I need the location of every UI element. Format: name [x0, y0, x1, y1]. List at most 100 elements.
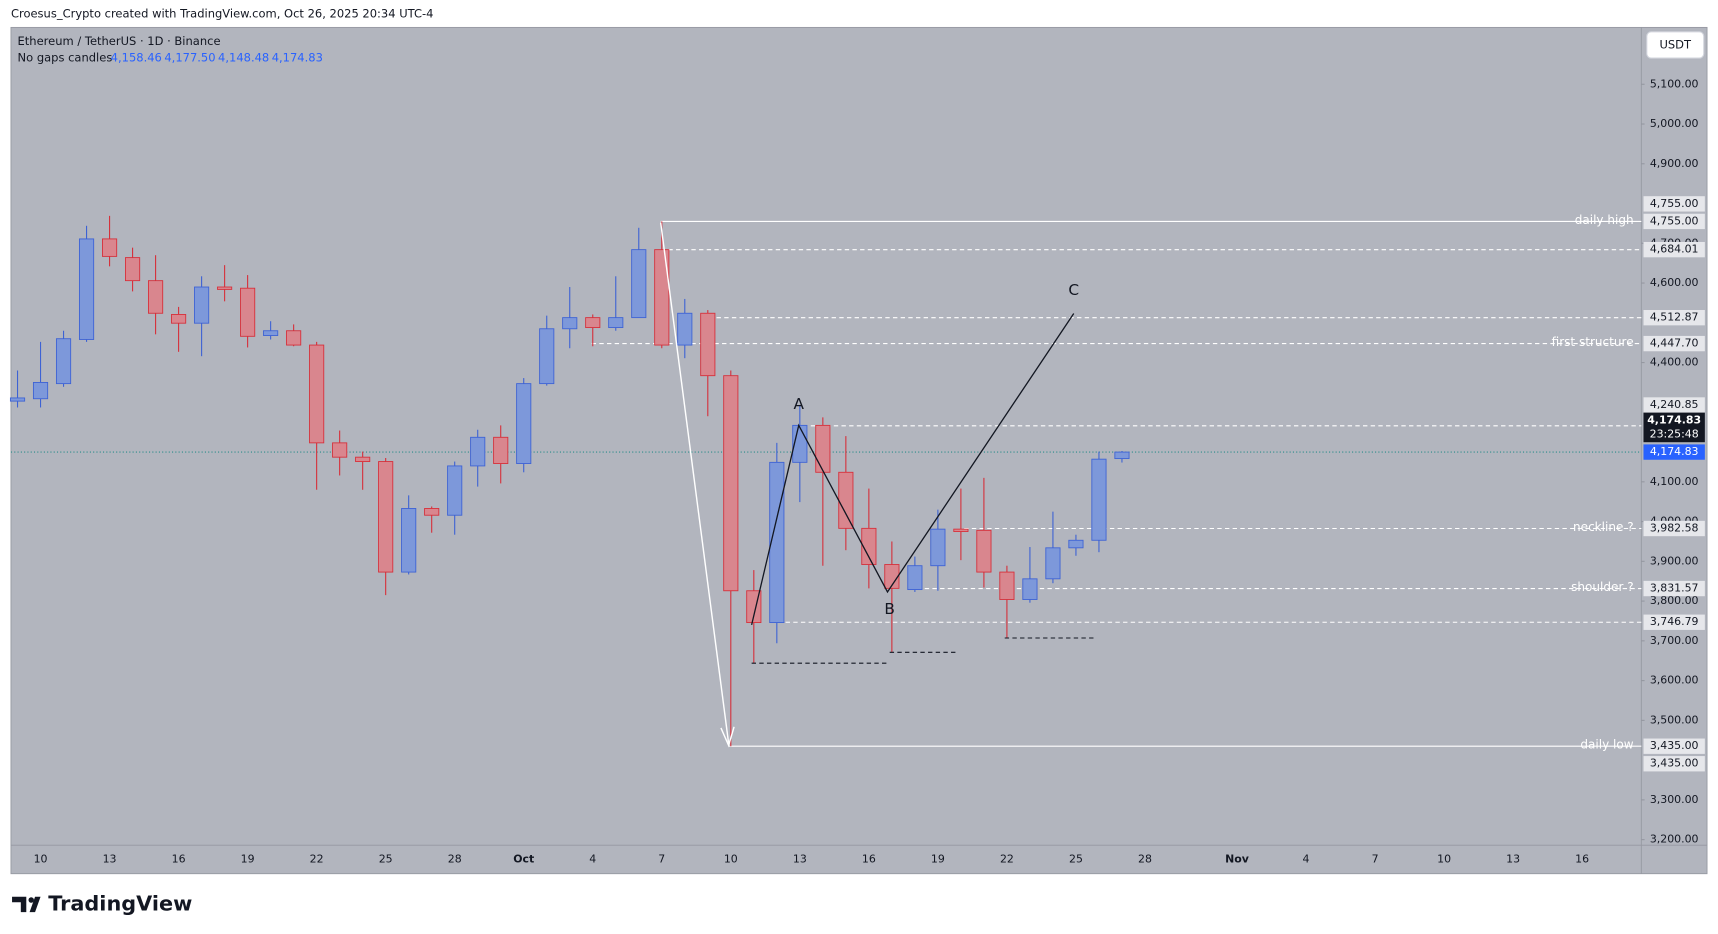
level-price-label: 4,447.70 — [1650, 337, 1699, 350]
candles-mode: No gaps candles — [18, 51, 113, 65]
ohlc-high: 4,177.50 — [164, 51, 215, 65]
current-price-box — [1643, 444, 1705, 460]
candle-body — [470, 436, 486, 467]
y-tick-label: 4,600.00 — [1650, 276, 1699, 289]
candle-body — [332, 442, 348, 458]
x-tick-label: 13 — [793, 852, 807, 865]
x-tick-label: 10 — [1437, 852, 1451, 865]
candle-body — [125, 257, 141, 282]
x-tick-label: 4 — [1303, 852, 1310, 865]
chart-frame — [10, 26, 1708, 875]
level-price-label: 4,684.01 — [1650, 243, 1699, 256]
candle-body — [401, 508, 417, 573]
candle-body — [447, 465, 463, 516]
candle-body — [700, 312, 716, 377]
x-tick-label: 25 — [1069, 852, 1083, 865]
candle-body — [930, 528, 946, 567]
currency-label[interactable]: USDT — [1659, 37, 1692, 51]
candle-body — [953, 528, 969, 532]
levels: daily high first structure neckline ? shoul… — [10, 213, 1642, 752]
candle-body — [907, 565, 923, 591]
wave-label: C — [1068, 281, 1079, 299]
y-tick-label: 4,400.00 — [1650, 356, 1699, 369]
x-tick-label: 10 — [34, 852, 48, 865]
candle-body — [378, 461, 394, 573]
y-tick-label: 3,200.00 — [1650, 833, 1699, 846]
candle-body — [1068, 539, 1084, 549]
abc-path — [750, 313, 1075, 626]
candle-body — [815, 424, 831, 473]
countdown-box — [1643, 412, 1705, 443]
candle-body — [171, 314, 187, 324]
candle-body — [999, 571, 1015, 600]
level-text: shoulder ? — [1571, 580, 1633, 594]
x-tick-label: 19 — [931, 852, 945, 865]
candle-body — [516, 383, 532, 464]
candle-body — [32, 381, 49, 400]
y-tick-label: 4,900.00 — [1650, 157, 1699, 170]
level-price-box — [1643, 614, 1705, 630]
candles — [9, 215, 1130, 747]
candle-body — [78, 238, 95, 340]
candle-body — [263, 330, 279, 336]
candle-body — [677, 312, 693, 346]
y-tick-label: 3,800.00 — [1650, 594, 1699, 607]
level-price-label: 3,435.00 — [1650, 739, 1699, 752]
level-price-label: 4,240.85 — [1650, 398, 1699, 411]
candle-body — [286, 330, 302, 346]
y-tick-label: 5,100.00 — [1650, 77, 1699, 90]
candle-body — [217, 286, 233, 290]
x-tick-label: 4 — [589, 852, 596, 865]
arrow-head — [720, 726, 735, 748]
candle-body — [1114, 451, 1130, 460]
candle-body — [102, 238, 118, 257]
level-price-box — [1643, 756, 1705, 772]
level-text: daily high — [1575, 213, 1634, 227]
candle-body — [9, 397, 26, 402]
x-tick-label: 16 — [172, 852, 186, 865]
y-tick-label: 3,700.00 — [1650, 634, 1699, 647]
candle-body — [1022, 578, 1038, 600]
x-tick-label: 16 — [1575, 852, 1589, 865]
level-price-box — [1643, 738, 1705, 754]
x-tick-label: 16 — [862, 852, 876, 865]
candle-body — [240, 287, 256, 337]
drawings — [659, 222, 1096, 748]
level-price-box — [1643, 520, 1705, 537]
candle-body — [631, 249, 647, 319]
y-tick-label: 3,500.00 — [1650, 713, 1699, 726]
candle-body — [539, 328, 555, 385]
y-tick-label: 3,300.00 — [1650, 793, 1699, 806]
level-price-label: 4,755.00 — [1650, 214, 1699, 227]
candle-body — [194, 286, 210, 324]
x-tick-label: 13 — [1506, 852, 1520, 865]
x-tick-label: Nov — [1225, 852, 1249, 865]
y-tick-label: 3,900.00 — [1650, 554, 1699, 567]
symbol-title: Ethereum / TetherUS · 1D · Binance — [18, 34, 221, 48]
candle-body — [723, 375, 739, 592]
candle-body — [424, 508, 440, 516]
x-tick-label: Oct — [513, 852, 534, 865]
candle-body — [1091, 458, 1107, 541]
level-price-box — [1643, 580, 1705, 597]
candle-body — [769, 461, 785, 624]
candle-body — [309, 344, 325, 444]
logo-dot — [28, 897, 34, 903]
logo-mark — [12, 896, 41, 913]
axis-labels: 10 13 16 19 22 25 28 Oct 4 7 10 13 16 19 22 25 28 Nov 4 7 10… — [34, 196, 1705, 865]
x-tick-label: 19 — [241, 852, 255, 865]
wave-label: A — [793, 395, 804, 413]
x-tick-label: 13 — [103, 852, 117, 865]
candle-body — [493, 436, 509, 464]
candle-body — [355, 456, 371, 462]
y-tick-label: 3,600.00 — [1650, 674, 1699, 687]
x-tick-label: 7 — [658, 852, 665, 865]
x-tick-label: 10 — [724, 852, 738, 865]
candle-body — [861, 527, 877, 565]
candle-body — [585, 317, 601, 329]
brand-name: TradingView — [48, 891, 192, 915]
x-tick-label: 22 — [1000, 852, 1014, 865]
currency-button[interactable] — [1646, 31, 1705, 59]
y-tick-label: 5,000.00 — [1650, 117, 1699, 130]
